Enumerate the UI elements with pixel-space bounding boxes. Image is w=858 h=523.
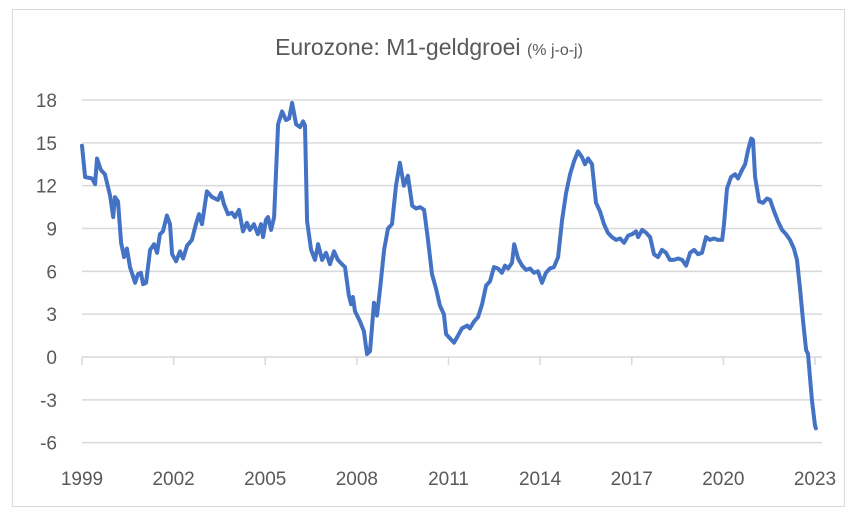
x-tick-label: 2014 [519,469,562,490]
x-tick-label: 2020 [702,469,744,490]
y-tick-label: 9 [46,220,57,241]
y-tick-label: 18 [36,91,57,112]
y-tick-label: -6 [40,434,57,455]
y-tick-label: -3 [40,391,57,412]
x-tick-label: 2008 [336,469,378,490]
x-tick-label: 2011 [428,469,469,490]
x-tick-label: 2005 [244,469,286,490]
chart-subtitle: (% j-o-j) [526,42,583,59]
y-tick-label: 15 [36,134,57,155]
x-tick-label: 2002 [152,469,194,490]
chart-title: Eurozone: M1-geldgroei (% j-o-j) [0,34,858,61]
y-tick-label: 0 [46,348,57,369]
y-tick-label: 3 [46,305,57,326]
chart-frame [12,9,845,507]
chart-title-main: Eurozone: M1-geldgroei [275,34,521,60]
x-tick-label: 2023 [794,469,836,490]
x-tick-label: 2017 [611,469,653,490]
series-line-m1 [80,100,818,431]
y-tick-label: 6 [46,262,57,283]
x-tick-label: 1999 [61,469,103,490]
y-tick-label: 12 [36,177,57,198]
